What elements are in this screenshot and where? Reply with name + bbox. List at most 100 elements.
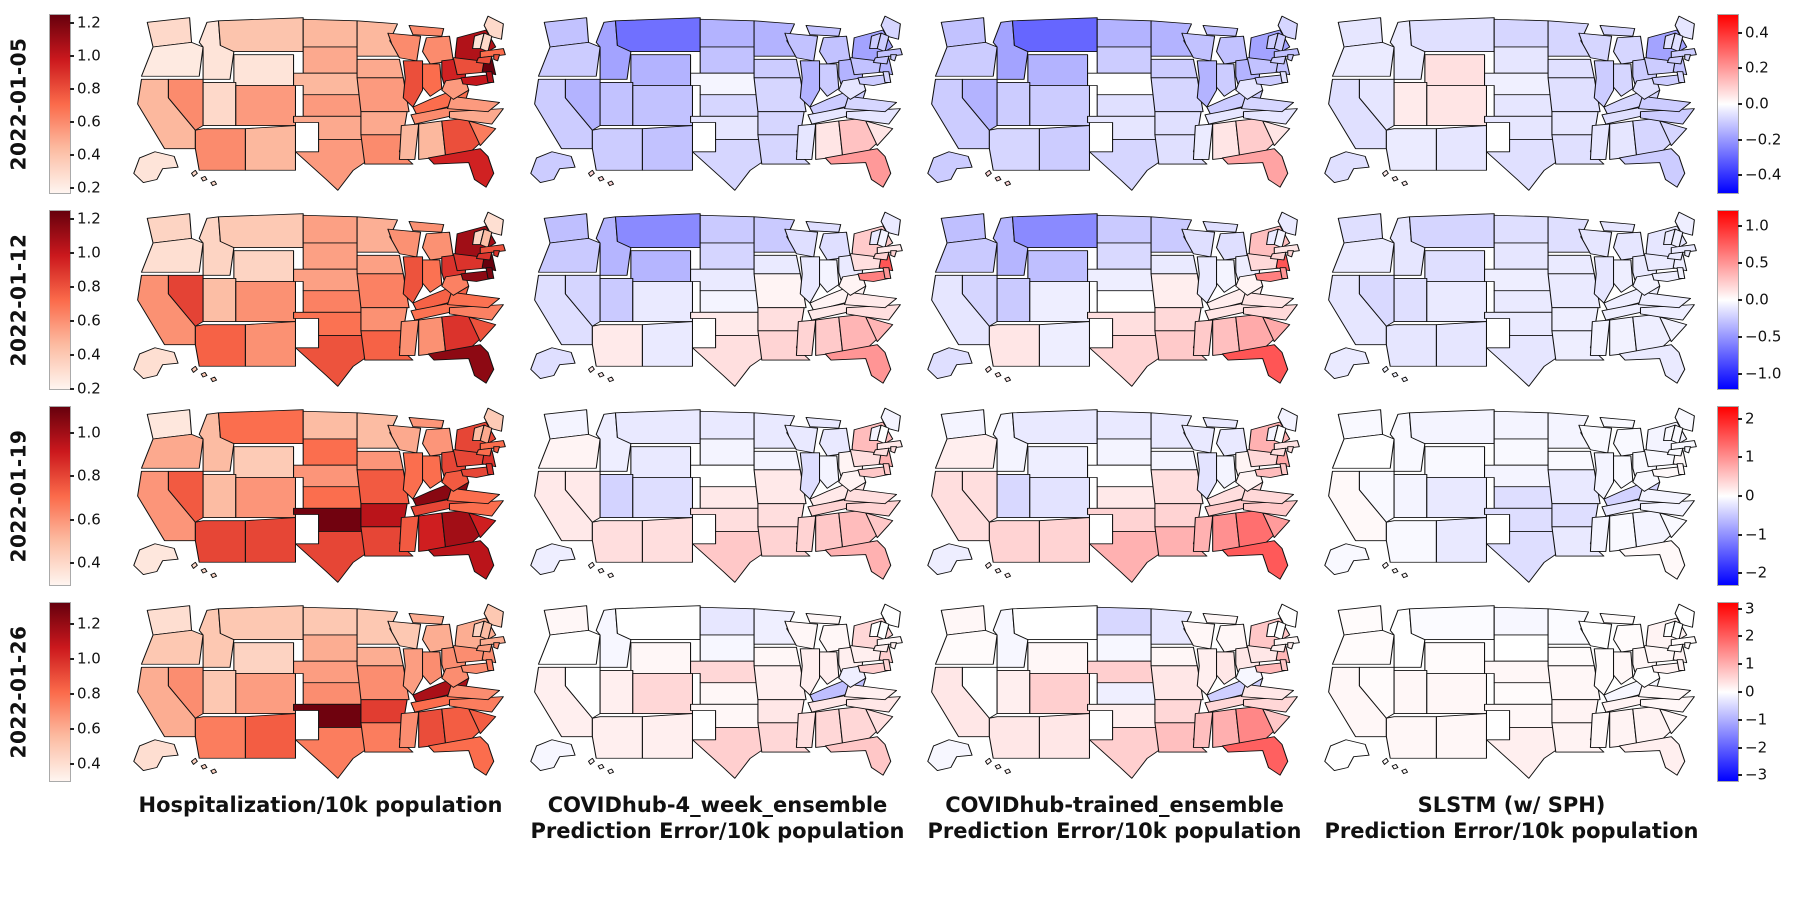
state-ND [1493, 18, 1549, 48]
state-AR [1551, 111, 1599, 136]
state-AZ [194, 716, 246, 759]
colorbar-tick-label: −2 [1745, 738, 1768, 757]
state-MT [614, 605, 701, 641]
state-AL [1212, 316, 1241, 356]
state-IN [421, 63, 443, 97]
state-AL [815, 120, 844, 160]
state-IA [1547, 58, 1595, 79]
state-IA [1150, 254, 1198, 275]
state-WI [387, 424, 422, 454]
state-WI [387, 228, 422, 258]
state-NC [1639, 696, 1695, 713]
colorbar-tick-mark [70, 562, 74, 565]
state-NM [641, 713, 694, 759]
state-AK [530, 347, 576, 380]
state-VA [844, 487, 898, 505]
state-MD [460, 74, 493, 86]
state-NM [244, 517, 297, 563]
state-NE [1087, 660, 1156, 684]
colorbar-tick-label: −0.4 [1745, 165, 1782, 184]
state-HI [984, 561, 992, 569]
state-IL [1196, 60, 1218, 108]
state-UT [996, 82, 1031, 126]
state-KS [1096, 290, 1158, 313]
state-SD [1493, 634, 1549, 662]
state-AZ [988, 324, 1040, 367]
state-VA [1638, 487, 1692, 505]
state-MT [614, 409, 701, 445]
state-ME [880, 211, 901, 236]
colorbar-tick-mark [70, 22, 74, 25]
state-NV [564, 666, 601, 719]
state-OK [1087, 115, 1158, 140]
state-MS [1589, 319, 1611, 356]
state-HI [587, 757, 595, 765]
state-NC [1639, 108, 1695, 125]
state-HI [1401, 572, 1409, 579]
state-RI [493, 642, 501, 650]
state-KS [1493, 94, 1555, 117]
state-AR [360, 111, 408, 136]
state-NM [244, 713, 297, 759]
state-HI [597, 568, 605, 574]
state-VA [447, 487, 501, 505]
state-HI [1381, 365, 1389, 373]
row-date-text: 2022-01-05 [6, 37, 30, 171]
state-HI [1391, 372, 1399, 378]
state-NC [845, 304, 901, 321]
state-MS [398, 515, 420, 552]
state-AZ [591, 324, 643, 367]
us-choropleth-covidhub_4_week_ensemble_error [530, 603, 903, 779]
state-CO [235, 281, 297, 322]
state-MT [1011, 605, 1098, 641]
state-NE [690, 268, 759, 292]
state-OK [1484, 507, 1555, 532]
state-HI [1401, 768, 1409, 775]
state-KS [699, 94, 761, 117]
state-AK [1324, 543, 1370, 576]
state-SD [302, 46, 358, 74]
state-RI [890, 54, 898, 62]
state-CO [235, 477, 297, 518]
state-KS [1493, 290, 1555, 313]
state-NC [448, 500, 504, 517]
state-OK [690, 311, 761, 336]
state-IA [356, 450, 404, 471]
state-HI [200, 176, 208, 182]
state-VA [1638, 95, 1692, 113]
error-colorbar: 3 2 1 0 −1 −2 −3 [1710, 594, 1800, 790]
state-MS [795, 711, 817, 748]
state-HI [1401, 180, 1409, 187]
state-SC [1262, 512, 1291, 539]
state-OR [1331, 433, 1395, 469]
state-HI [984, 169, 992, 177]
state-AL [1212, 120, 1241, 160]
state-NE [293, 660, 362, 684]
state-MT [1011, 213, 1098, 249]
colorbar-tick-mark [1738, 103, 1742, 105]
state-IL [402, 60, 424, 108]
state-IL [1196, 648, 1218, 696]
state-NE [293, 464, 362, 488]
state-VA [447, 95, 501, 113]
state-NM [244, 125, 297, 171]
state-ME [483, 407, 504, 432]
state-MS [1192, 319, 1214, 356]
state-MD [1254, 74, 1287, 86]
state-AZ [1385, 716, 1437, 759]
state-MO [1150, 273, 1204, 309]
error-colorbar: 0.4 0.2 0.0 −0.2 −0.4 [1710, 6, 1800, 202]
state-KS [1096, 94, 1158, 117]
state-HI [190, 365, 198, 373]
colorbar-tick-label: 0.4 [77, 145, 101, 164]
colorbar-tick-label: 0.8 [77, 79, 101, 98]
state-ND [302, 214, 358, 244]
state-NM [244, 321, 297, 367]
state-OK [293, 311, 364, 336]
colorbar-tick-label: 0 [1745, 682, 1755, 701]
map-covidhub-trained-ensemble-error [916, 594, 1313, 790]
state-NE [1087, 464, 1156, 488]
state-OR [537, 41, 601, 77]
hospitalization-colorbar: 1.0 0.8 0.6 0.4 [36, 398, 122, 594]
state-AZ [988, 520, 1040, 563]
